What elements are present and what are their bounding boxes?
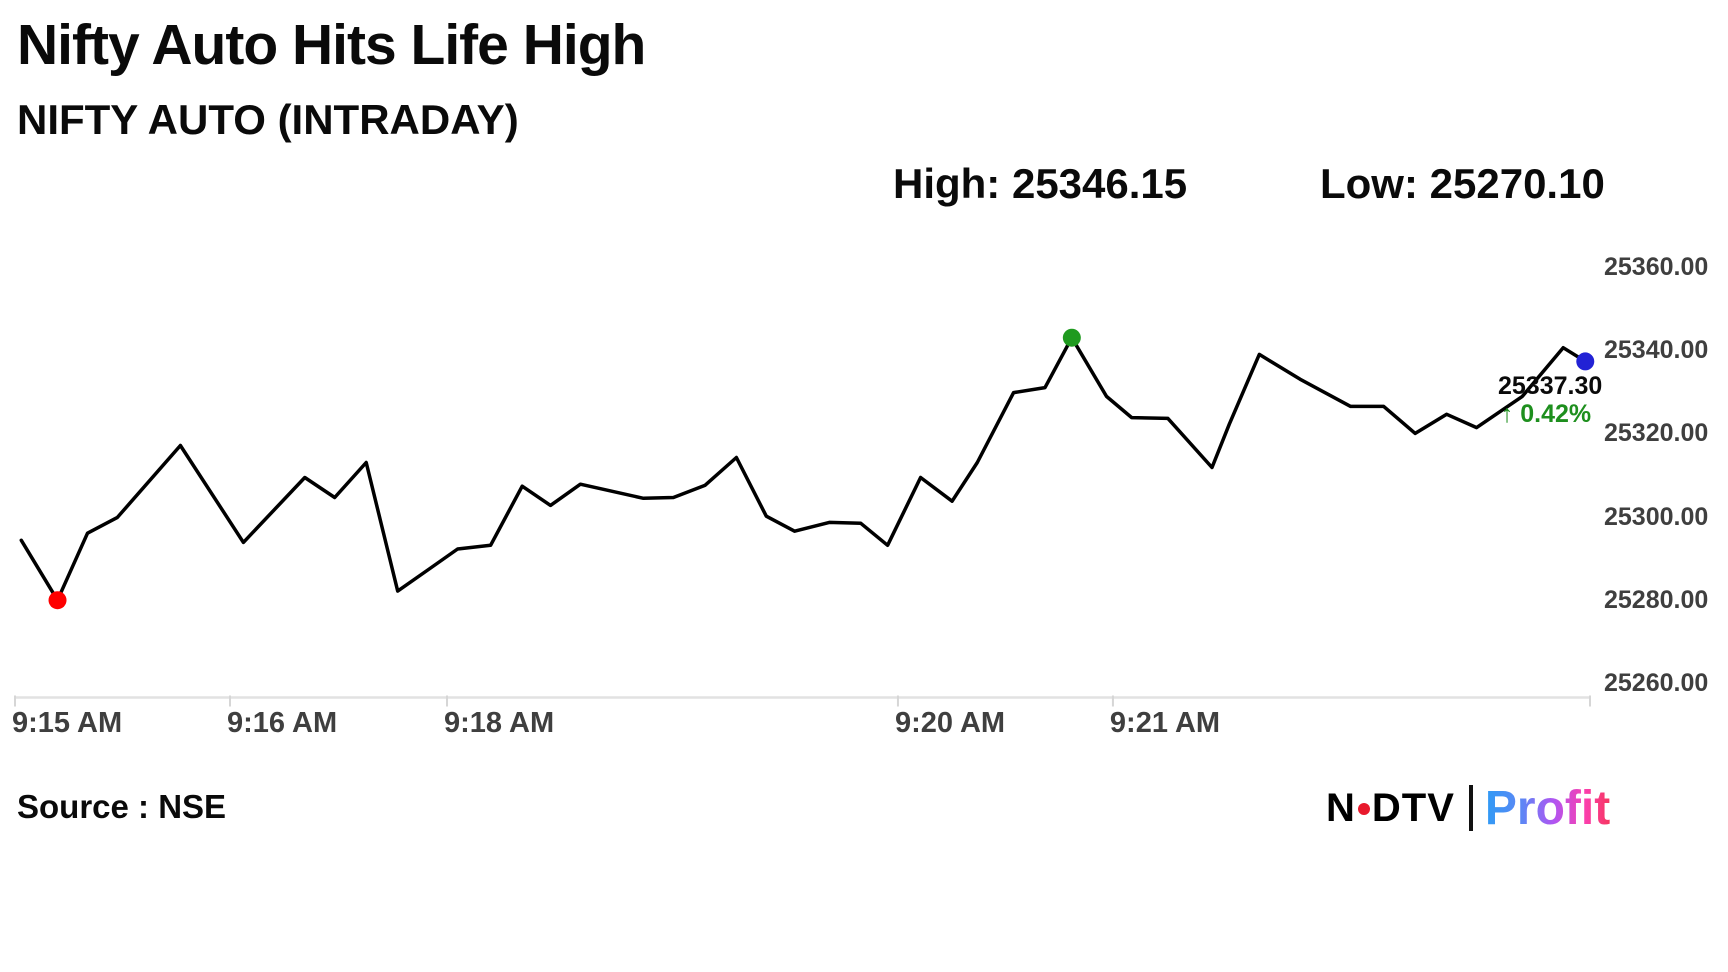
high-marker-dot (1062, 328, 1081, 347)
ndtv-letters-dtv: DTV (1371, 785, 1455, 830)
chart-subtitle: NIFTY AUTO (INTRADAY) (17, 96, 519, 143)
ndtv-profit-logo: N DTV Profit (1326, 781, 1611, 835)
low-marker-dot (48, 591, 67, 610)
y-axis-label: 25360.00 (1604, 253, 1709, 281)
profit-wordmark: Profit (1484, 781, 1611, 835)
change-percent-label: ↑ 0.42% (1500, 400, 1592, 428)
page-title: Nifty Auto Hits Life High (17, 13, 646, 77)
x-axis-label: 9:20 AM (894, 707, 1006, 739)
logo-divider (1468, 785, 1473, 831)
x-axis-label: 9:15 AM (12, 707, 123, 739)
high-value-label: High: 25346.15 (893, 160, 1188, 207)
ndtv-letter-n: N (1326, 785, 1356, 830)
low-value-label: Low: 25270.10 (1320, 160, 1605, 207)
source-attribution: Source : NSE (17, 788, 227, 825)
ndtv-red-dot-icon (1357, 803, 1370, 815)
last-marker-dot (1576, 352, 1595, 371)
y-axis-label: 25280.00 (1604, 585, 1709, 614)
last-price-label: 25337.30 (1498, 372, 1603, 400)
y-axis-label: 25320.00 (1604, 419, 1709, 448)
x-axis-label: 9:21 AM (1109, 707, 1221, 739)
price-line (19, 335, 1588, 602)
y-axis-label: 25260.00 (1604, 669, 1709, 697)
x-axis-label: 9:18 AM (444, 707, 555, 739)
y-axis-label: 25340.00 (1604, 336, 1709, 365)
y-axis-label: 25300.00 (1604, 502, 1709, 531)
x-axis-label: 9:16 AM (226, 707, 338, 739)
ndtv-wordmark: N DTV (1326, 786, 1455, 831)
